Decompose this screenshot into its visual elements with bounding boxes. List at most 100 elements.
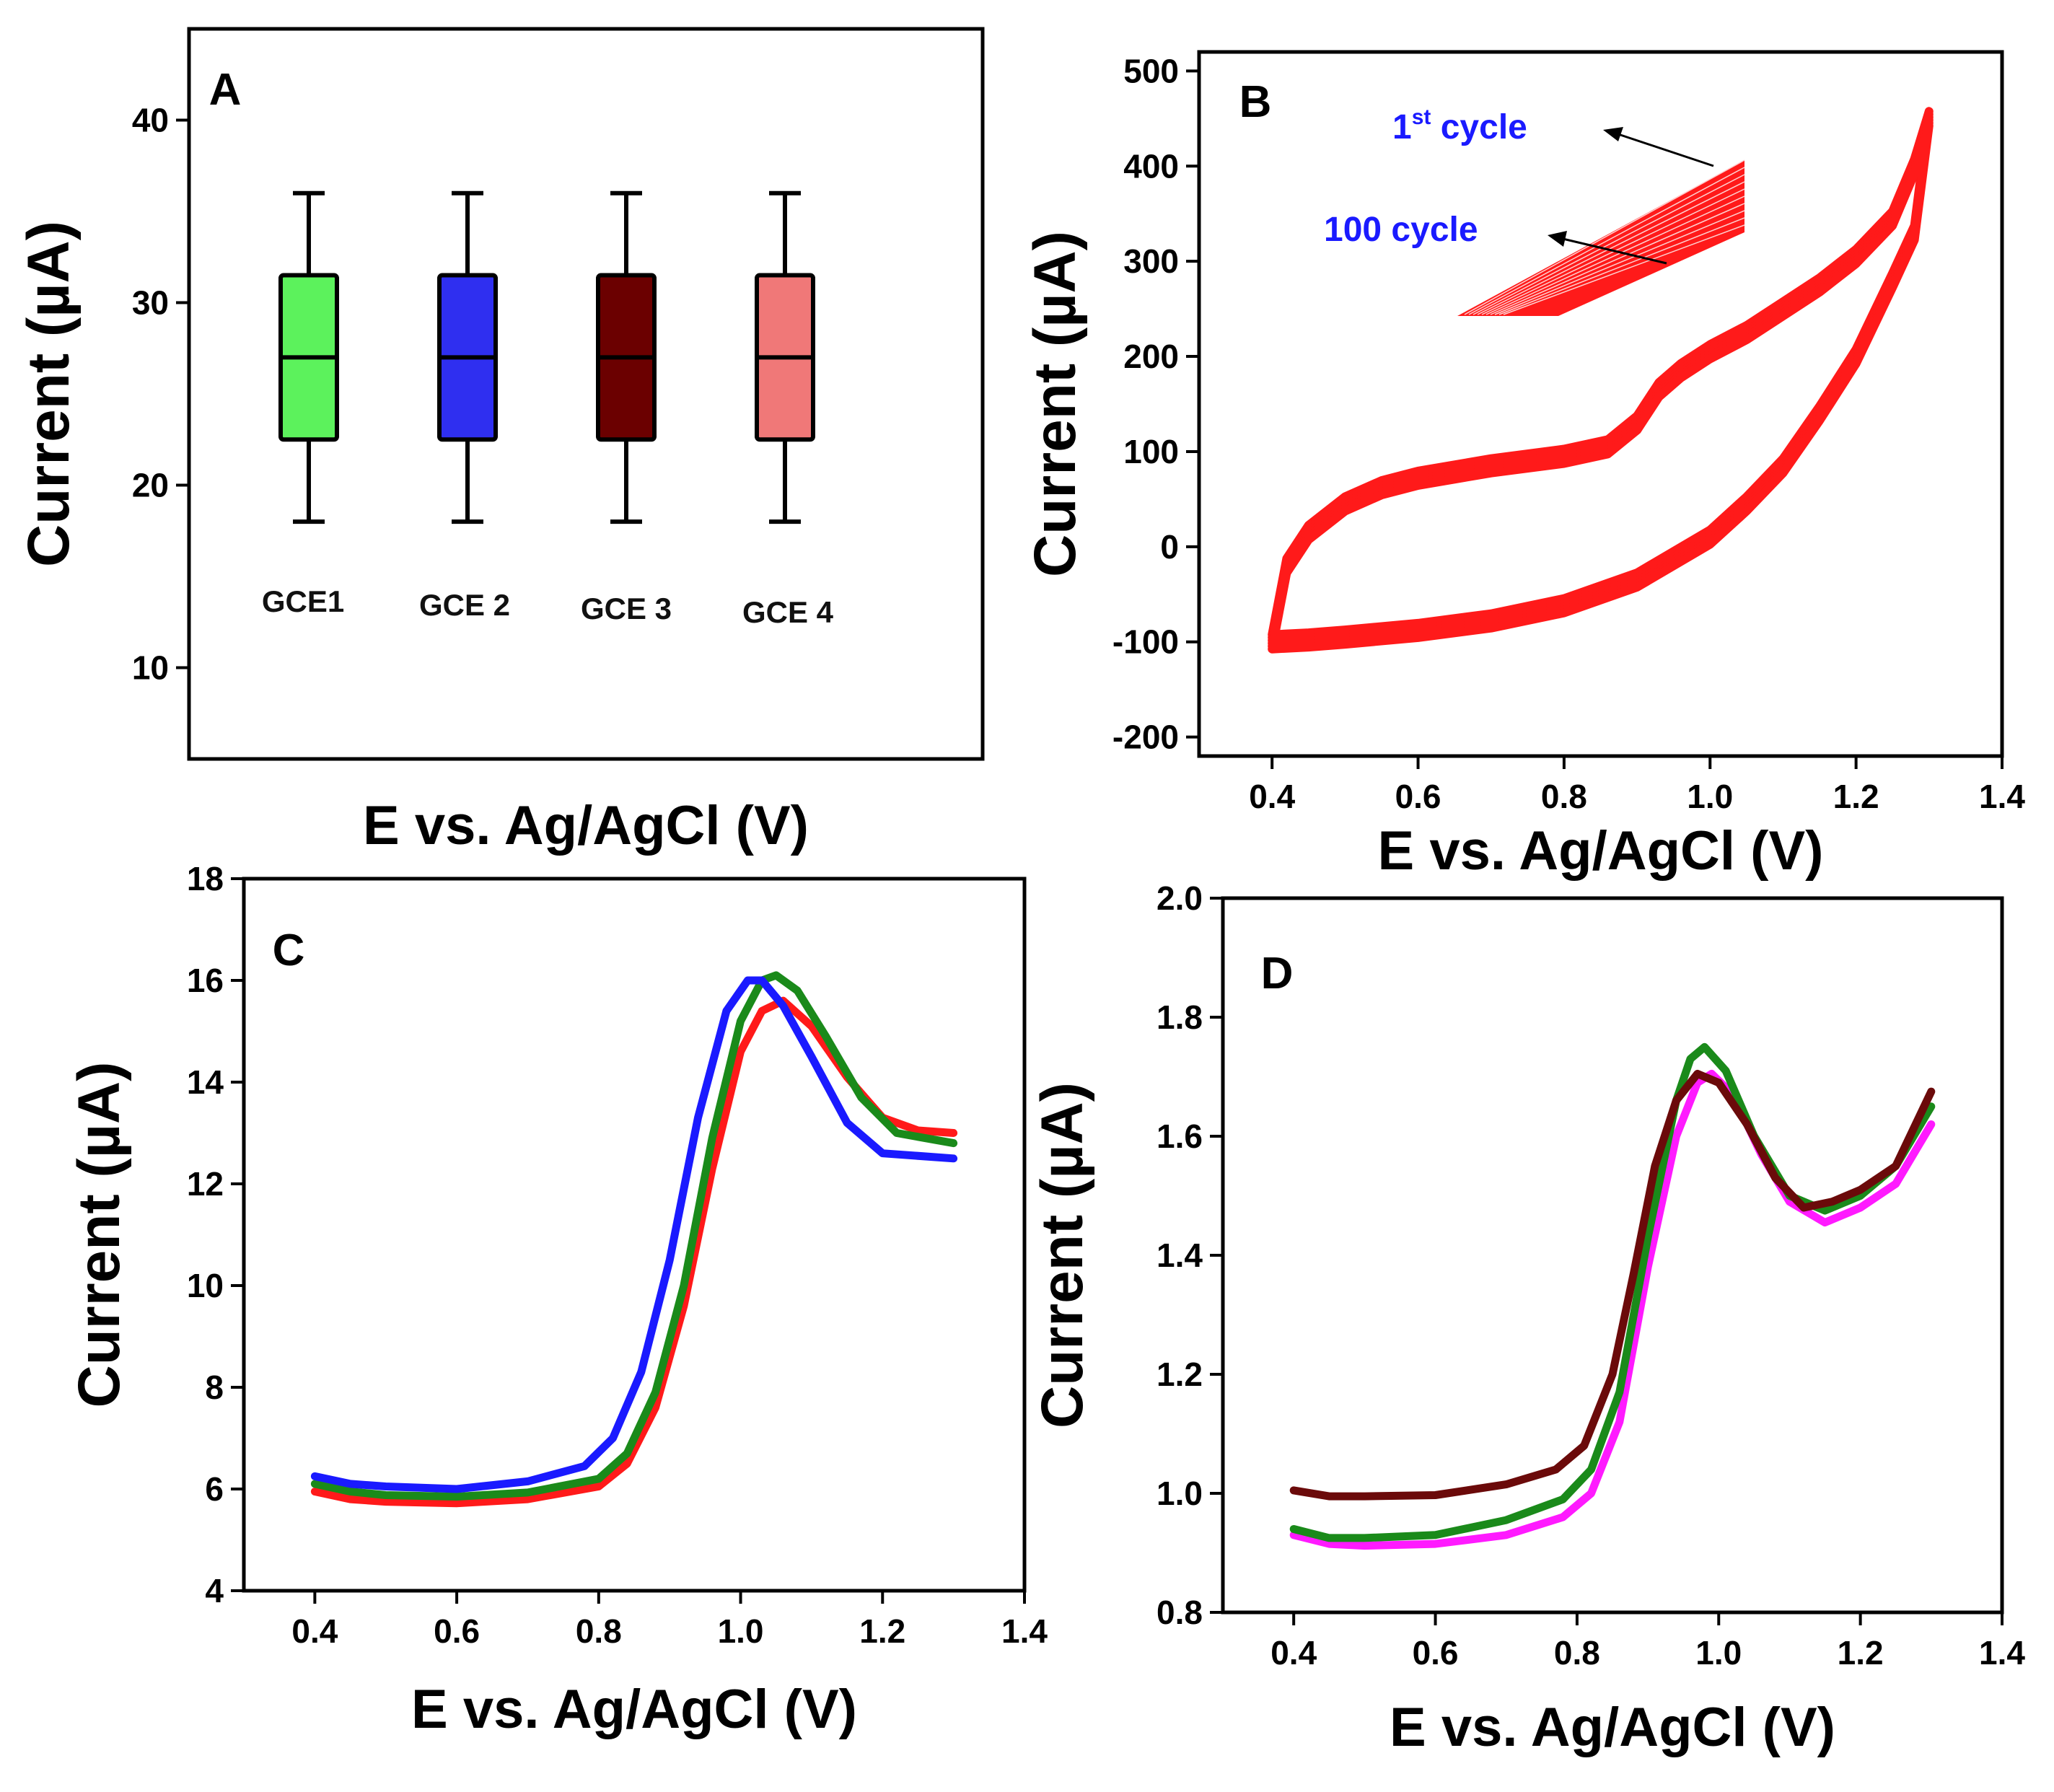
x-tick-label-c-3: 1.0 [718,1612,764,1650]
y-tick-label-b-0: -200 [1112,719,1179,756]
panel-b: B Current (µA) E vs. Ag/AgCl (V) -200 -100 0 1… [1022,50,2025,882]
cv-cycle-1 [1268,107,1934,639]
inset-line-2 [1468,167,1745,315]
y-tick-label-a-0: 10 [132,649,169,687]
x-tick-label-c-0: 0.4 [291,1612,338,1650]
box-2 [437,190,498,524]
x-tick-label-b-5: 1.4 [1979,778,2025,815]
x-tick-label-c-1: 0.6 [434,1612,480,1650]
y-tick-label-d-6: 2.0 [1157,879,1203,917]
y-tick-label-d-1: 1.0 [1157,1475,1203,1512]
plot-frame-c [242,877,1027,1593]
arrowhead-last-cycle [1548,231,1567,247]
x-tick-label-b-1: 0.6 [1395,778,1441,815]
y-axis-label-a: Current (µA) [16,221,82,567]
inset-line-9 [1498,217,1745,315]
y-tick-label-a-3: 40 [132,102,169,139]
x-tick-label-c-4: 1.2 [859,1612,905,1650]
inset-zoom [1457,159,1745,316]
y-tick-label-d-4: 1.6 [1157,1117,1203,1155]
panel-label-d: D [1261,949,1294,998]
panel-a: A Current (µA) E vs. Ag/AgCl (V) 10 20 30 40 GC… [16,27,985,856]
y-tick-label-a-1: 20 [132,467,169,504]
box-4 [755,190,815,524]
y-tick-label-d-2: 1.2 [1157,1356,1203,1393]
y-tick-label-a-2: 30 [132,284,169,322]
plot-frame-a [187,27,985,761]
x-tick-label-b-0: 0.4 [1249,778,1295,815]
y-tick-label-d-0: 0.8 [1157,1594,1203,1631]
x-tick-label-c-5: 1.4 [1001,1612,1048,1650]
x-tick-label-c-2: 0.8 [576,1612,622,1650]
series-line-c-green [310,971,958,1501]
panel-d: D Current (µA) E vs. Ag/AgCl (V) 0.8 1.0 1.2 1… [1030,879,2025,1758]
y-tick-label-b-2: 0 [1160,528,1179,566]
y-tick-label-b-5: 300 [1123,242,1179,280]
series-line-c-red [310,996,958,1508]
y-tick-label-b-6: 400 [1123,147,1179,185]
series-line-d-green [1289,1042,1936,1542]
y-axis-label-c: Current (µA) [66,1062,132,1408]
y-tick-label-b-7: 500 [1123,52,1179,89]
y-tick-label-b-4: 200 [1123,338,1179,375]
x-axis-label-b: E vs. Ag/AgCl (V) [1378,820,1824,882]
inset-band [1457,160,1744,316]
y-tick-label-c-0: 4 [205,1572,224,1609]
plot-frame-b [1197,50,2004,758]
y-tick-label-d-5: 1.8 [1157,998,1203,1036]
cv-cycle-3 [1268,113,1934,645]
inset-line-7 [1490,203,1745,315]
series-line-d-magenta [1289,1069,1936,1550]
y-axis-label-d: Current (µA) [1030,1082,1095,1428]
panel-label-a: A [209,65,242,115]
x-tick-label-d-4: 1.2 [1838,1634,1884,1672]
y-tick-label-c-2: 8 [205,1369,224,1406]
arrow-first-cycle [1615,132,1714,167]
x-tick-label-d-3: 1.0 [1695,1634,1742,1672]
inset-line-10 [1503,224,1745,315]
y-tick-label-c-6: 16 [187,962,224,999]
category-label-2: GCE 2 [419,588,510,622]
category-label-3: GCE 3 [581,592,672,625]
panel-c: C Current (µA) E vs. Ag/AgCl (V) 4 6 8 10 12 14 1… [66,860,1048,1740]
series-line-c-blue [310,976,958,1493]
box-1 [278,190,339,524]
y-tick-label-d-3: 1.4 [1157,1237,1203,1274]
x-tick-label-d-5: 1.4 [1979,1634,2025,1672]
x-tick-label-b-4: 1.2 [1833,778,1879,815]
cv-cycle-2 [1268,110,1934,642]
series-line-d-brown [1289,1069,1936,1501]
category-label-4: GCE 4 [742,595,834,629]
x-axis-label-d: E vs. Ag/AgCl (V) [1390,1697,1835,1758]
inset-line-3 [1473,174,1745,315]
x-tick-label-b-2: 0.8 [1541,778,1587,815]
y-tick-label-c-5: 14 [187,1063,224,1101]
x-axis-label-a: E vs. Ag/AgCl (V) [363,795,809,856]
annotation-last-cycle: 100 cycle [1324,211,1478,249]
cv-cycle-6 [1268,121,1934,654]
y-tick-label-c-4: 12 [187,1165,224,1203]
inset-line-1 [1464,159,1745,315]
x-tick-label-d-0: 0.4 [1270,1634,1317,1672]
x-tick-label-d-1: 0.6 [1413,1634,1459,1672]
y-tick-label-c-7: 18 [187,860,224,897]
plot-frame-d [1221,896,2004,1615]
x-tick-label-d-2: 0.8 [1554,1634,1600,1672]
y-tick-label-c-3: 10 [187,1267,224,1304]
x-axis-label-c: E vs. Ag/AgCl (V) [411,1679,857,1740]
arrowhead-first-cycle [1603,127,1623,141]
x-tick-label-b-3: 1.0 [1687,778,1733,815]
inset-line-6 [1485,196,1745,315]
inset-line-8 [1494,210,1745,315]
inset-line-4 [1477,181,1745,315]
arrow-last-cycle [1559,237,1667,265]
panel-label-b: B [1239,77,1272,127]
category-label-1: GCE1 [262,584,344,618]
y-tick-label-b-1: -100 [1112,623,1179,661]
y-tick-label-c-1: 6 [205,1470,224,1508]
y-axis-label-b: Current (µA) [1022,231,1088,577]
annotation-first-cycle: 1st cycle [1392,105,1527,146]
panel-label-c: C [273,926,305,975]
box-3 [596,190,657,524]
